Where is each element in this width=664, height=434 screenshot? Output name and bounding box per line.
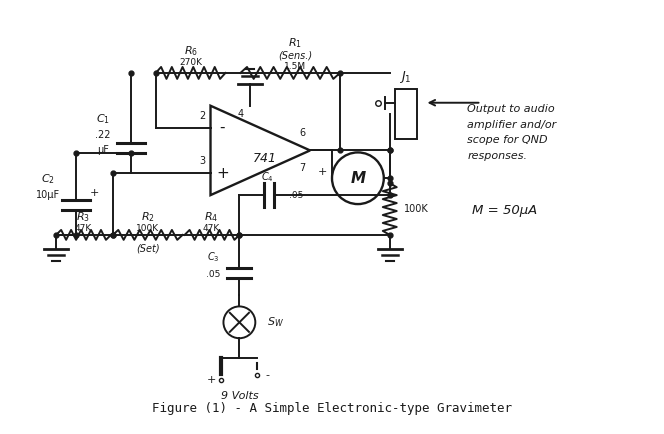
Text: $S_W$: $S_W$	[268, 316, 284, 329]
Text: responses.: responses.	[467, 151, 527, 161]
Text: $C_3$: $C_3$	[207, 250, 220, 263]
Text: 10µF: 10µF	[36, 190, 60, 200]
Text: 9 Volts: 9 Volts	[220, 391, 258, 401]
Text: $C_4$: $C_4$	[261, 171, 274, 184]
Text: Output to audio: Output to audio	[467, 104, 555, 114]
Text: $R_1$: $R_1$	[288, 36, 302, 50]
Text: $R_2$: $R_2$	[141, 210, 155, 224]
Text: 6: 6	[299, 128, 305, 138]
Text: +: +	[90, 188, 99, 198]
Text: 741: 741	[253, 152, 278, 165]
Text: $R_6$: $R_6$	[183, 44, 198, 58]
Text: -: -	[266, 370, 270, 380]
Text: 270K: 270K	[179, 59, 202, 68]
Text: 1.5M: 1.5M	[284, 62, 306, 72]
Text: 7: 7	[299, 163, 305, 173]
Text: $J_1$: $J_1$	[400, 69, 412, 85]
Text: µF: µF	[97, 145, 109, 155]
Text: 2: 2	[199, 111, 206, 121]
Text: M: M	[351, 171, 365, 186]
Text: (Sens.): (Sens.)	[278, 50, 312, 60]
Text: $C_1$: $C_1$	[96, 112, 110, 125]
Text: scope for QND: scope for QND	[467, 135, 548, 145]
Text: .05: .05	[290, 191, 303, 200]
Text: .05: .05	[207, 270, 220, 279]
Text: 47K: 47K	[203, 224, 220, 233]
Text: (Set): (Set)	[136, 244, 159, 254]
Text: amplifier and/or: amplifier and/or	[467, 120, 556, 130]
Text: +: +	[207, 375, 216, 385]
Text: +: +	[216, 166, 229, 181]
Text: 3: 3	[199, 156, 206, 166]
Text: 47K: 47K	[74, 224, 92, 233]
Text: $C_2$: $C_2$	[41, 172, 55, 186]
Text: $R_3$: $R_3$	[76, 210, 90, 224]
Text: -: -	[220, 120, 225, 135]
Text: 100K: 100K	[136, 224, 159, 233]
Text: 100K: 100K	[404, 204, 428, 214]
Text: +: +	[317, 167, 327, 177]
Text: $R_4$: $R_4$	[205, 210, 218, 224]
Text: Figure (1) - A Simple Electronic-type Gravimeter: Figure (1) - A Simple Electronic-type Gr…	[152, 402, 512, 415]
Text: M = 50µA: M = 50µA	[472, 204, 538, 217]
Text: 4: 4	[237, 108, 244, 118]
Text: .22: .22	[95, 129, 111, 140]
